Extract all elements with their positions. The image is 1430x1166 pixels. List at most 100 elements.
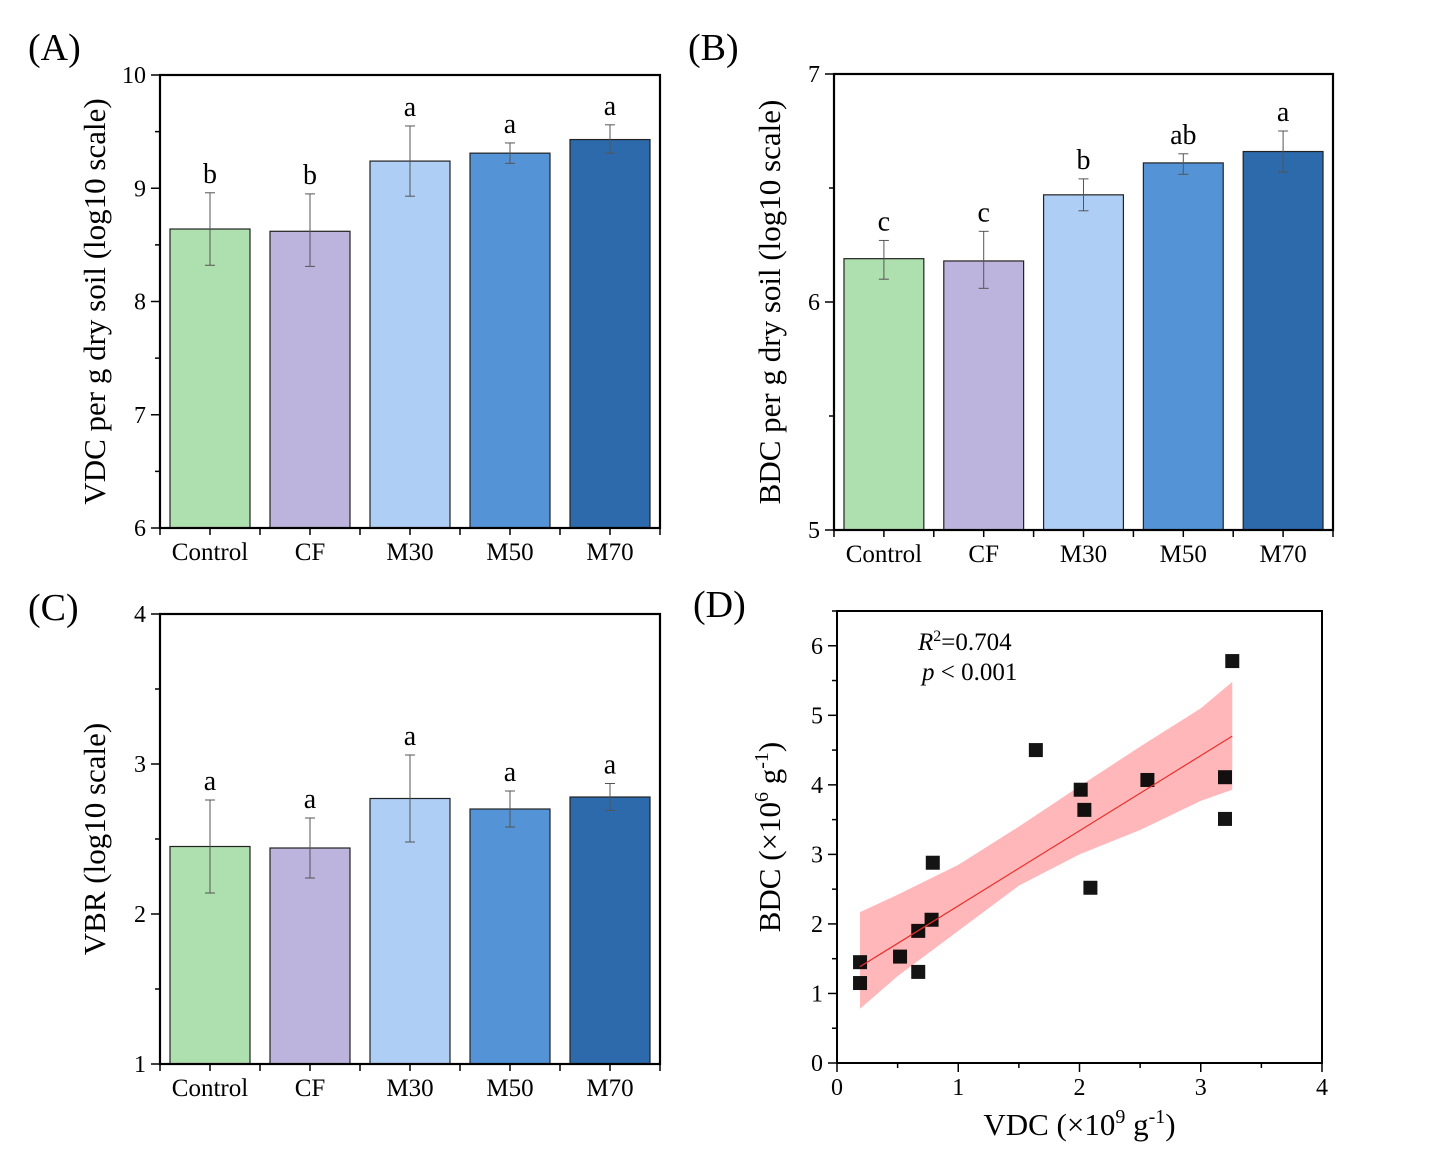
x-axis-title: VDC (×109 g-1) bbox=[983, 1106, 1175, 1142]
x-tick-label: Control bbox=[846, 541, 922, 568]
y-tick-label: 3 bbox=[134, 752, 146, 778]
y-tick-label: 6 bbox=[808, 290, 820, 316]
plot-frame bbox=[158, 73, 662, 530]
x-tick-label: 2 bbox=[1074, 1075, 1086, 1101]
y-tick-label: 3 bbox=[811, 842, 823, 868]
bar-control bbox=[843, 258, 925, 531]
panel-label: (C) bbox=[28, 587, 79, 629]
y-tick-label: 4 bbox=[134, 602, 146, 628]
panel-label: (D) bbox=[693, 584, 746, 626]
data-point bbox=[1140, 772, 1155, 787]
significance-label: a bbox=[204, 766, 217, 797]
significance-label: a bbox=[604, 750, 617, 781]
bar-m30 bbox=[1042, 194, 1125, 531]
significance-label: b bbox=[1077, 145, 1091, 176]
panel-label: (B) bbox=[688, 27, 739, 69]
panel-b-bar-chart: (B) c Control c CF b M30 ab M50 a M70 5 6 7 BDC per g … bbox=[688, 27, 1335, 568]
confidence-band bbox=[860, 681, 1233, 1009]
significance-label: c bbox=[977, 197, 989, 228]
significance-label: a bbox=[404, 92, 417, 123]
bar-cf bbox=[943, 260, 1025, 531]
x-tick-label: M50 bbox=[486, 1075, 533, 1102]
x-tick-label: 1 bbox=[952, 1075, 964, 1101]
y-tick-label: 2 bbox=[134, 902, 146, 928]
bar-m30 bbox=[369, 797, 451, 1065]
bar-m50 bbox=[469, 808, 551, 1065]
x-tick-label: Control bbox=[172, 539, 248, 566]
significance-label: a bbox=[1277, 97, 1290, 128]
data-point bbox=[924, 912, 939, 927]
y-tick-label: 2 bbox=[811, 912, 823, 938]
bar-control bbox=[169, 228, 251, 529]
x-tick-label: M70 bbox=[1259, 541, 1306, 568]
panel-a-bar-chart: (A) b Control b CF a M30 a M50 a M70 6 7 8 9 10 VDC per … bbox=[28, 27, 662, 566]
y-tick-label: 6 bbox=[811, 634, 823, 660]
significance-label: b bbox=[203, 159, 217, 190]
regression-line bbox=[859, 735, 1233, 968]
x-tick-label: M70 bbox=[586, 539, 633, 566]
x-tick-label: M50 bbox=[1160, 541, 1207, 568]
y-axis-title: VBR (log10 scale) bbox=[77, 723, 112, 955]
bar-m70 bbox=[569, 796, 651, 1065]
y-tick-label: 7 bbox=[808, 62, 820, 88]
data-point bbox=[1218, 770, 1232, 785]
bar-m70 bbox=[569, 138, 651, 529]
panel-c-bar-chart: (C) a Control a CF a M30 a M50 a M70 1 2 3 4 VBR (log10… bbox=[28, 587, 662, 1102]
data-point bbox=[911, 964, 926, 979]
x-tick-label: M30 bbox=[1060, 541, 1107, 568]
significance-label: a bbox=[404, 721, 417, 752]
plot-frame bbox=[836, 610, 1323, 1064]
y-tick-label: 5 bbox=[808, 518, 820, 544]
y-tick-label: 4 bbox=[811, 773, 823, 799]
y-tick-label: 1 bbox=[134, 1052, 146, 1078]
x-tick-label: M30 bbox=[386, 1075, 433, 1102]
p-value-annotation: p < 0.001 bbox=[920, 659, 1017, 686]
y-axis-title: BDC per g dry soil (log10 scale) bbox=[752, 100, 787, 505]
significance-label: c bbox=[878, 206, 890, 237]
significance-label: a bbox=[504, 757, 517, 788]
significance-label: a bbox=[504, 109, 517, 140]
significance-label: a bbox=[304, 784, 317, 815]
significance-label: ab bbox=[1170, 120, 1196, 151]
bar-m30 bbox=[369, 160, 451, 529]
data-point bbox=[1225, 654, 1240, 669]
data-point bbox=[1077, 802, 1092, 817]
y-tick-label: 0 bbox=[811, 1051, 823, 1077]
y-axis-title: BDC (×106 g-1) bbox=[751, 742, 787, 933]
y-tick-label: 1 bbox=[811, 981, 823, 1007]
x-tick-label: 0 bbox=[831, 1075, 843, 1101]
data-point bbox=[1028, 743, 1043, 758]
y-tick-label: 5 bbox=[811, 703, 823, 729]
x-tick-label: CF bbox=[295, 1075, 326, 1102]
data-point bbox=[1083, 880, 1098, 895]
data-point bbox=[853, 976, 868, 991]
bar-m50 bbox=[1142, 162, 1224, 531]
bar-m70 bbox=[1242, 150, 1324, 531]
significance-label: a bbox=[604, 91, 617, 122]
bar-cf bbox=[269, 847, 351, 1065]
x-tick-label: CF bbox=[968, 541, 999, 568]
y-axis-title: VDC per g dry soil (log10 scale) bbox=[77, 98, 112, 504]
x-tick-label: CF bbox=[295, 539, 326, 566]
x-tick-label: M70 bbox=[586, 1075, 633, 1102]
plot-frame bbox=[832, 72, 1335, 532]
x-tick-label: M50 bbox=[486, 539, 533, 566]
y-tick-label: 6 bbox=[134, 516, 146, 542]
y-tick-label: 8 bbox=[134, 290, 146, 316]
data-point bbox=[1218, 811, 1232, 826]
significance-label: b bbox=[303, 160, 317, 191]
plot-frame bbox=[158, 612, 662, 1066]
x-tick-label: 3 bbox=[1195, 1075, 1207, 1101]
y-tick-label: 9 bbox=[134, 176, 146, 202]
y-tick-label: 7 bbox=[134, 403, 146, 429]
x-tick-label: Control bbox=[172, 1075, 248, 1102]
data-point bbox=[853, 955, 868, 970]
panel-label: (A) bbox=[28, 27, 81, 69]
bar-m50 bbox=[469, 152, 551, 529]
y-tick-label: 10 bbox=[122, 63, 146, 89]
data-point bbox=[1073, 782, 1088, 797]
x-tick-label: 4 bbox=[1316, 1075, 1328, 1101]
x-tick-label: M30 bbox=[386, 539, 433, 566]
data-point bbox=[925, 855, 940, 870]
